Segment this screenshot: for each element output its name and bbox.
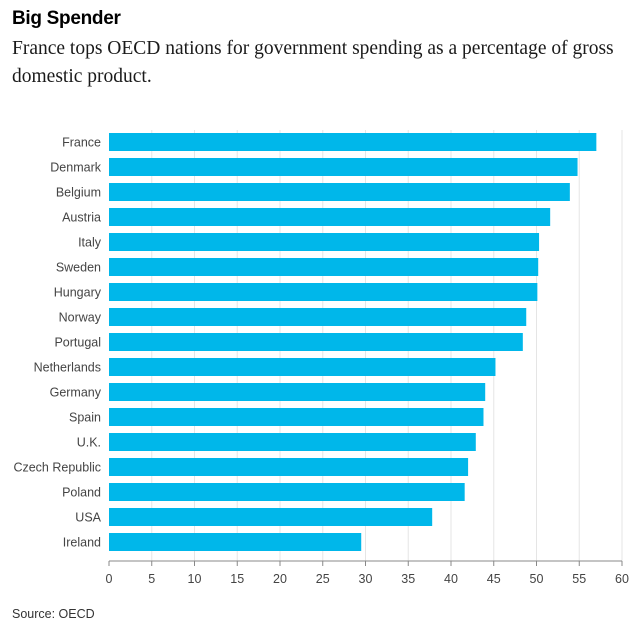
chart-subtitle: France tops OECD nations for government … (12, 38, 614, 87)
category-label-italy: Italy (78, 236, 102, 250)
bar-denmark (109, 158, 578, 176)
bar-austria (109, 208, 551, 226)
chart-title: Big Spender (12, 8, 121, 29)
x-tick-label-60: 60 (615, 572, 629, 586)
category-label-ireland: Ireland (63, 536, 101, 550)
category-label-germany: Germany (50, 386, 102, 400)
x-tick-labels: 0 5 10 15 20 25 30 35 40 45 50 55 60 (106, 572, 629, 586)
category-label-spain: Spain (69, 411, 101, 425)
category-labels: France Denmark Belgium Austria Italy Sweden Hu… (13, 136, 101, 550)
x-tick-label-55: 55 (572, 572, 586, 586)
bar-ireland (109, 533, 362, 551)
x-tick-label-50: 50 (530, 572, 544, 586)
x-tick-label-35: 35 (401, 572, 415, 586)
category-label-france: France (62, 136, 101, 150)
category-label-u-k: U.K. (77, 436, 101, 450)
category-label-czech-republic: Czech Republic (13, 461, 101, 475)
x-tick-label-20: 20 (273, 572, 287, 586)
bar-france (109, 133, 597, 151)
bar-usa (109, 508, 433, 526)
bar-u-k (109, 433, 476, 451)
bars (109, 133, 597, 551)
category-label-usa: USA (75, 511, 101, 525)
bar-sweden (109, 258, 539, 276)
bar-portugal (109, 333, 523, 351)
x-tick-label-30: 30 (359, 572, 373, 586)
bar-hungary (109, 283, 538, 301)
category-label-poland: Poland (62, 486, 101, 500)
bar-czech-republic (109, 458, 469, 476)
x-tick-label-15: 15 (230, 572, 244, 586)
x-axis (108, 560, 623, 566)
category-label-portugal: Portugal (54, 336, 101, 350)
bar-germany (109, 383, 486, 401)
category-label-sweden: Sweden (56, 261, 101, 275)
x-tick-label-0: 0 (106, 572, 113, 586)
bar-netherlands (109, 358, 496, 376)
source-note: Source: OECD (12, 607, 95, 621)
x-tick-label-45: 45 (487, 572, 501, 586)
bar-poland (109, 483, 465, 501)
bar-norway (109, 308, 527, 326)
x-tick-label-40: 40 (444, 572, 458, 586)
category-label-netherlands: Netherlands (34, 361, 101, 375)
bar-chart: France Denmark Belgium Austria Italy Sweden Hu… (13, 130, 629, 586)
x-tick-label-10: 10 (188, 572, 202, 586)
x-tick-label-25: 25 (316, 572, 330, 586)
category-label-denmark: Denmark (50, 161, 101, 175)
category-label-hungary: Hungary (54, 286, 102, 300)
category-label-austria: Austria (62, 211, 101, 225)
category-label-belgium: Belgium (56, 186, 101, 200)
bar-spain (109, 408, 484, 426)
category-label-norway: Norway (59, 311, 102, 325)
x-tick-label-5: 5 (148, 572, 155, 586)
bar-belgium (109, 183, 570, 201)
bar-italy (109, 233, 540, 251)
